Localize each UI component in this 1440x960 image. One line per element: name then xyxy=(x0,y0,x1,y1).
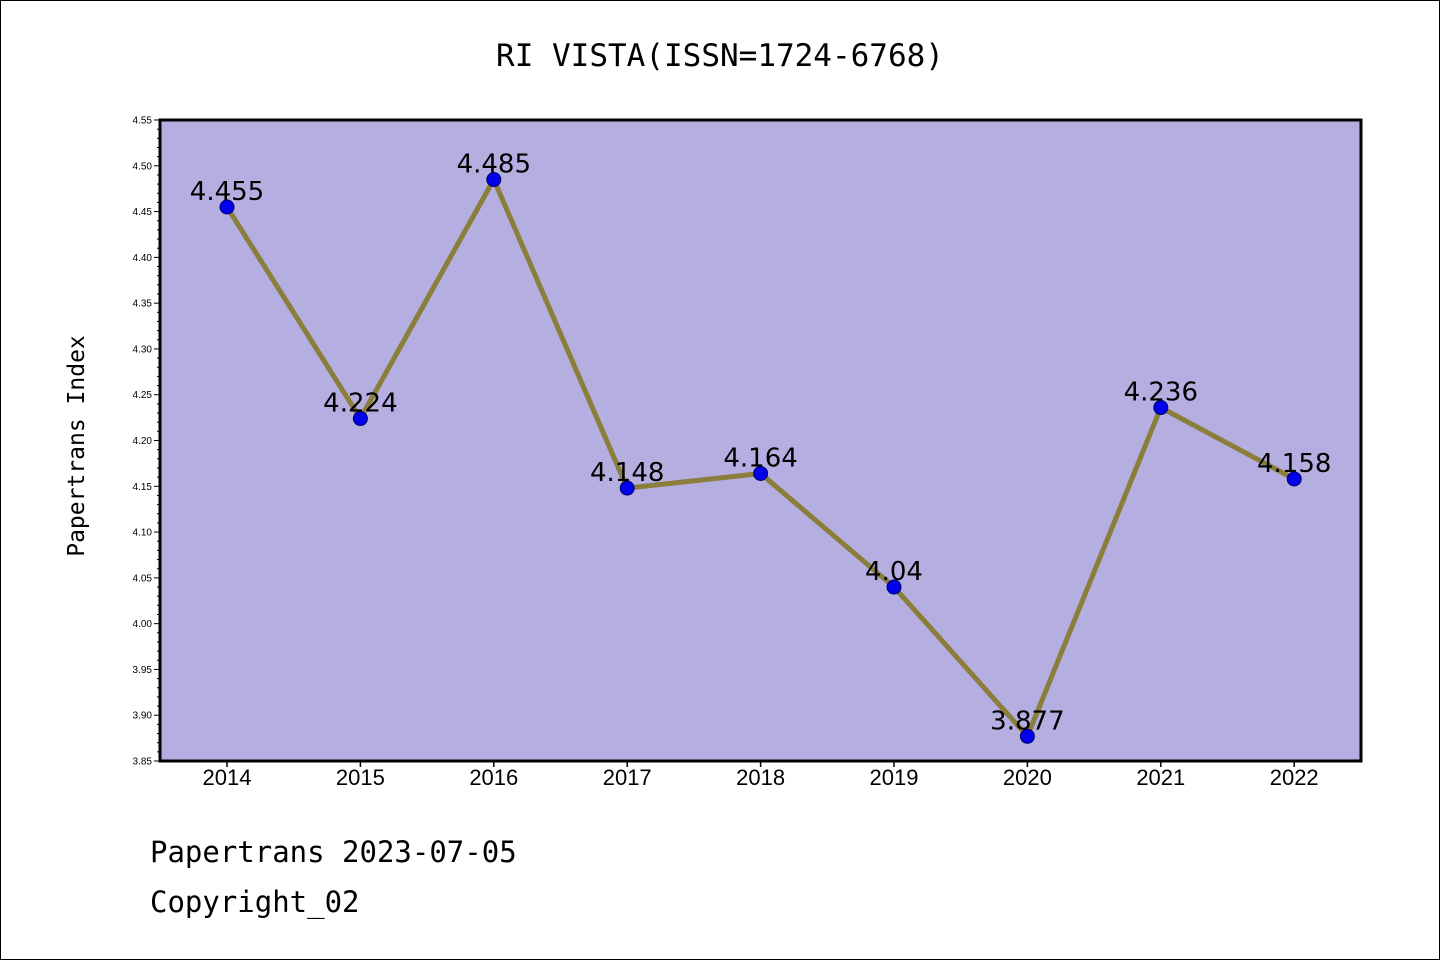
data-labels: 4.455 4.224 4.485 4.148 4.164 4.04 3.877 4.236 4… xyxy=(190,150,1332,737)
footer-copyright-text: Copyright_02 xyxy=(150,885,360,919)
x-tick-label: 2021 xyxy=(1136,765,1185,790)
data-point-marker xyxy=(753,465,769,481)
y-tick-label: 4.15 xyxy=(133,482,153,493)
data-label: 4.158 xyxy=(1257,449,1331,479)
x-tick-label: 2018 xyxy=(736,765,785,790)
data-label: 4.455 xyxy=(190,177,264,207)
y-tick-label: 3.85 xyxy=(133,757,153,768)
y-tick-label: 4.35 xyxy=(133,299,153,310)
data-label: 4.04 xyxy=(865,557,923,587)
chart-title: RI VISTA(ISSN=1724-6768) xyxy=(496,38,944,74)
data-label: 4.148 xyxy=(590,458,664,488)
data-point-marker xyxy=(1019,728,1035,744)
y-axis-label: Papertrans Index xyxy=(64,335,90,557)
plot-border xyxy=(158,118,1363,763)
data-markers xyxy=(219,172,1302,744)
y-tick-label: 4.55 xyxy=(133,116,153,127)
data-point-marker xyxy=(886,579,902,595)
data-point-marker xyxy=(1286,471,1302,487)
y-tick-label: 4.25 xyxy=(133,390,153,401)
data-point-marker xyxy=(619,480,635,496)
y-tick-label: 4.45 xyxy=(133,207,153,218)
y-tick-label: 4.40 xyxy=(133,253,153,264)
x-tick-label: 2014 xyxy=(203,765,252,790)
x-tick-label: 2022 xyxy=(1270,765,1319,790)
x-tick-label: 2016 xyxy=(469,765,518,790)
data-point-marker xyxy=(352,411,368,427)
x-tick-label: 2019 xyxy=(870,765,919,790)
x-tick-label: 2015 xyxy=(336,765,385,790)
data-label: 4.224 xyxy=(323,389,397,419)
y-axis-ticks: 3.85 3.90 3.95 4.00 4.05 4.10 4.15 4.20 4.25 4.30… xyxy=(133,116,160,768)
y-tick-label: 4.30 xyxy=(133,344,153,355)
footer-date-text: Papertrans 2023-07-05 xyxy=(150,835,517,869)
y-tick-label: 3.90 xyxy=(133,711,153,722)
data-label: 4.485 xyxy=(457,150,531,180)
y-tick-label: 4.10 xyxy=(133,528,153,539)
data-point-marker xyxy=(219,199,235,215)
y-tick-label: 4.00 xyxy=(133,619,153,630)
y-tick-label: 4.05 xyxy=(133,573,153,584)
data-point-marker xyxy=(1153,400,1169,416)
x-axis-ticks: 2014 2015 2016 2017 2018 2019 2020 2021 2022 xyxy=(203,761,1319,790)
x-tick-label: 2017 xyxy=(603,765,652,790)
data-label: 4.164 xyxy=(723,443,797,473)
plot-area xyxy=(160,120,1361,761)
data-label: 4.236 xyxy=(1124,378,1198,408)
x-tick-label: 2020 xyxy=(1003,765,1052,790)
data-point-marker xyxy=(486,172,502,188)
y-tick-label: 3.95 xyxy=(133,665,153,676)
y-tick-label: 4.20 xyxy=(133,436,153,447)
data-label: 3.877 xyxy=(990,706,1064,736)
y-tick-label: 4.50 xyxy=(133,161,153,172)
